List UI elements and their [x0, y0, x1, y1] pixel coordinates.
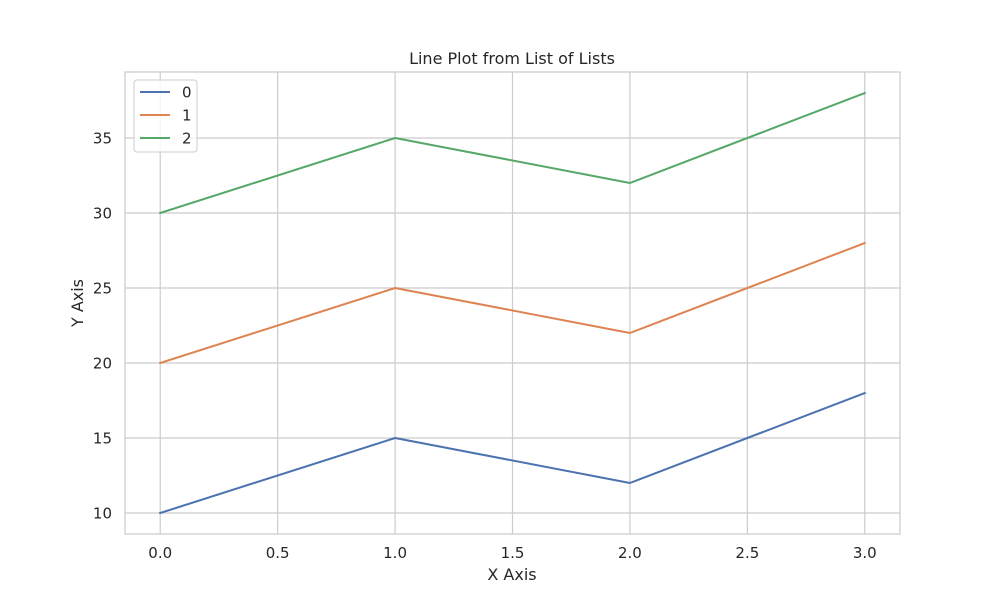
y-tick-label: 15 [93, 430, 112, 448]
x-axis-label: X Axis [487, 565, 536, 584]
y-tick-label: 25 [93, 280, 112, 298]
x-tick-label: 1.0 [383, 544, 407, 562]
legend-label-0: 0 [182, 84, 192, 102]
x-tick-label: 1.5 [501, 544, 525, 562]
y-tick-label: 35 [93, 130, 112, 148]
series-line-0 [158, 391, 867, 515]
series-line-1 [158, 241, 867, 365]
y-tick-labels: 10 15 20 25 30 35 [93, 130, 112, 523]
y-tick-label: 30 [93, 205, 112, 223]
grid-lines [125, 72, 900, 534]
x-tick-labels: 0.0 0.5 1.0 1.5 2.0 2.5 3.0 [148, 544, 876, 562]
chart-title: Line Plot from List of Lists [409, 49, 615, 68]
x-tick-label: 2.5 [735, 544, 759, 562]
legend: 0 1 2 [133, 79, 198, 153]
plot-area-frame [124, 71, 901, 535]
series-lines [158, 91, 867, 515]
x-tick-label: 0.0 [148, 544, 172, 562]
x-tick-label: 2.0 [618, 544, 642, 562]
legend-label-2: 2 [182, 130, 192, 148]
y-tick-label: 20 [93, 355, 112, 373]
x-tick-label: 0.5 [266, 544, 290, 562]
y-axis-label: Y Axis [68, 279, 87, 328]
series-line-2 [158, 91, 867, 215]
y-tick-label: 10 [93, 505, 112, 523]
legend-label-1: 1 [182, 107, 192, 125]
x-tick-label: 3.0 [853, 544, 877, 562]
